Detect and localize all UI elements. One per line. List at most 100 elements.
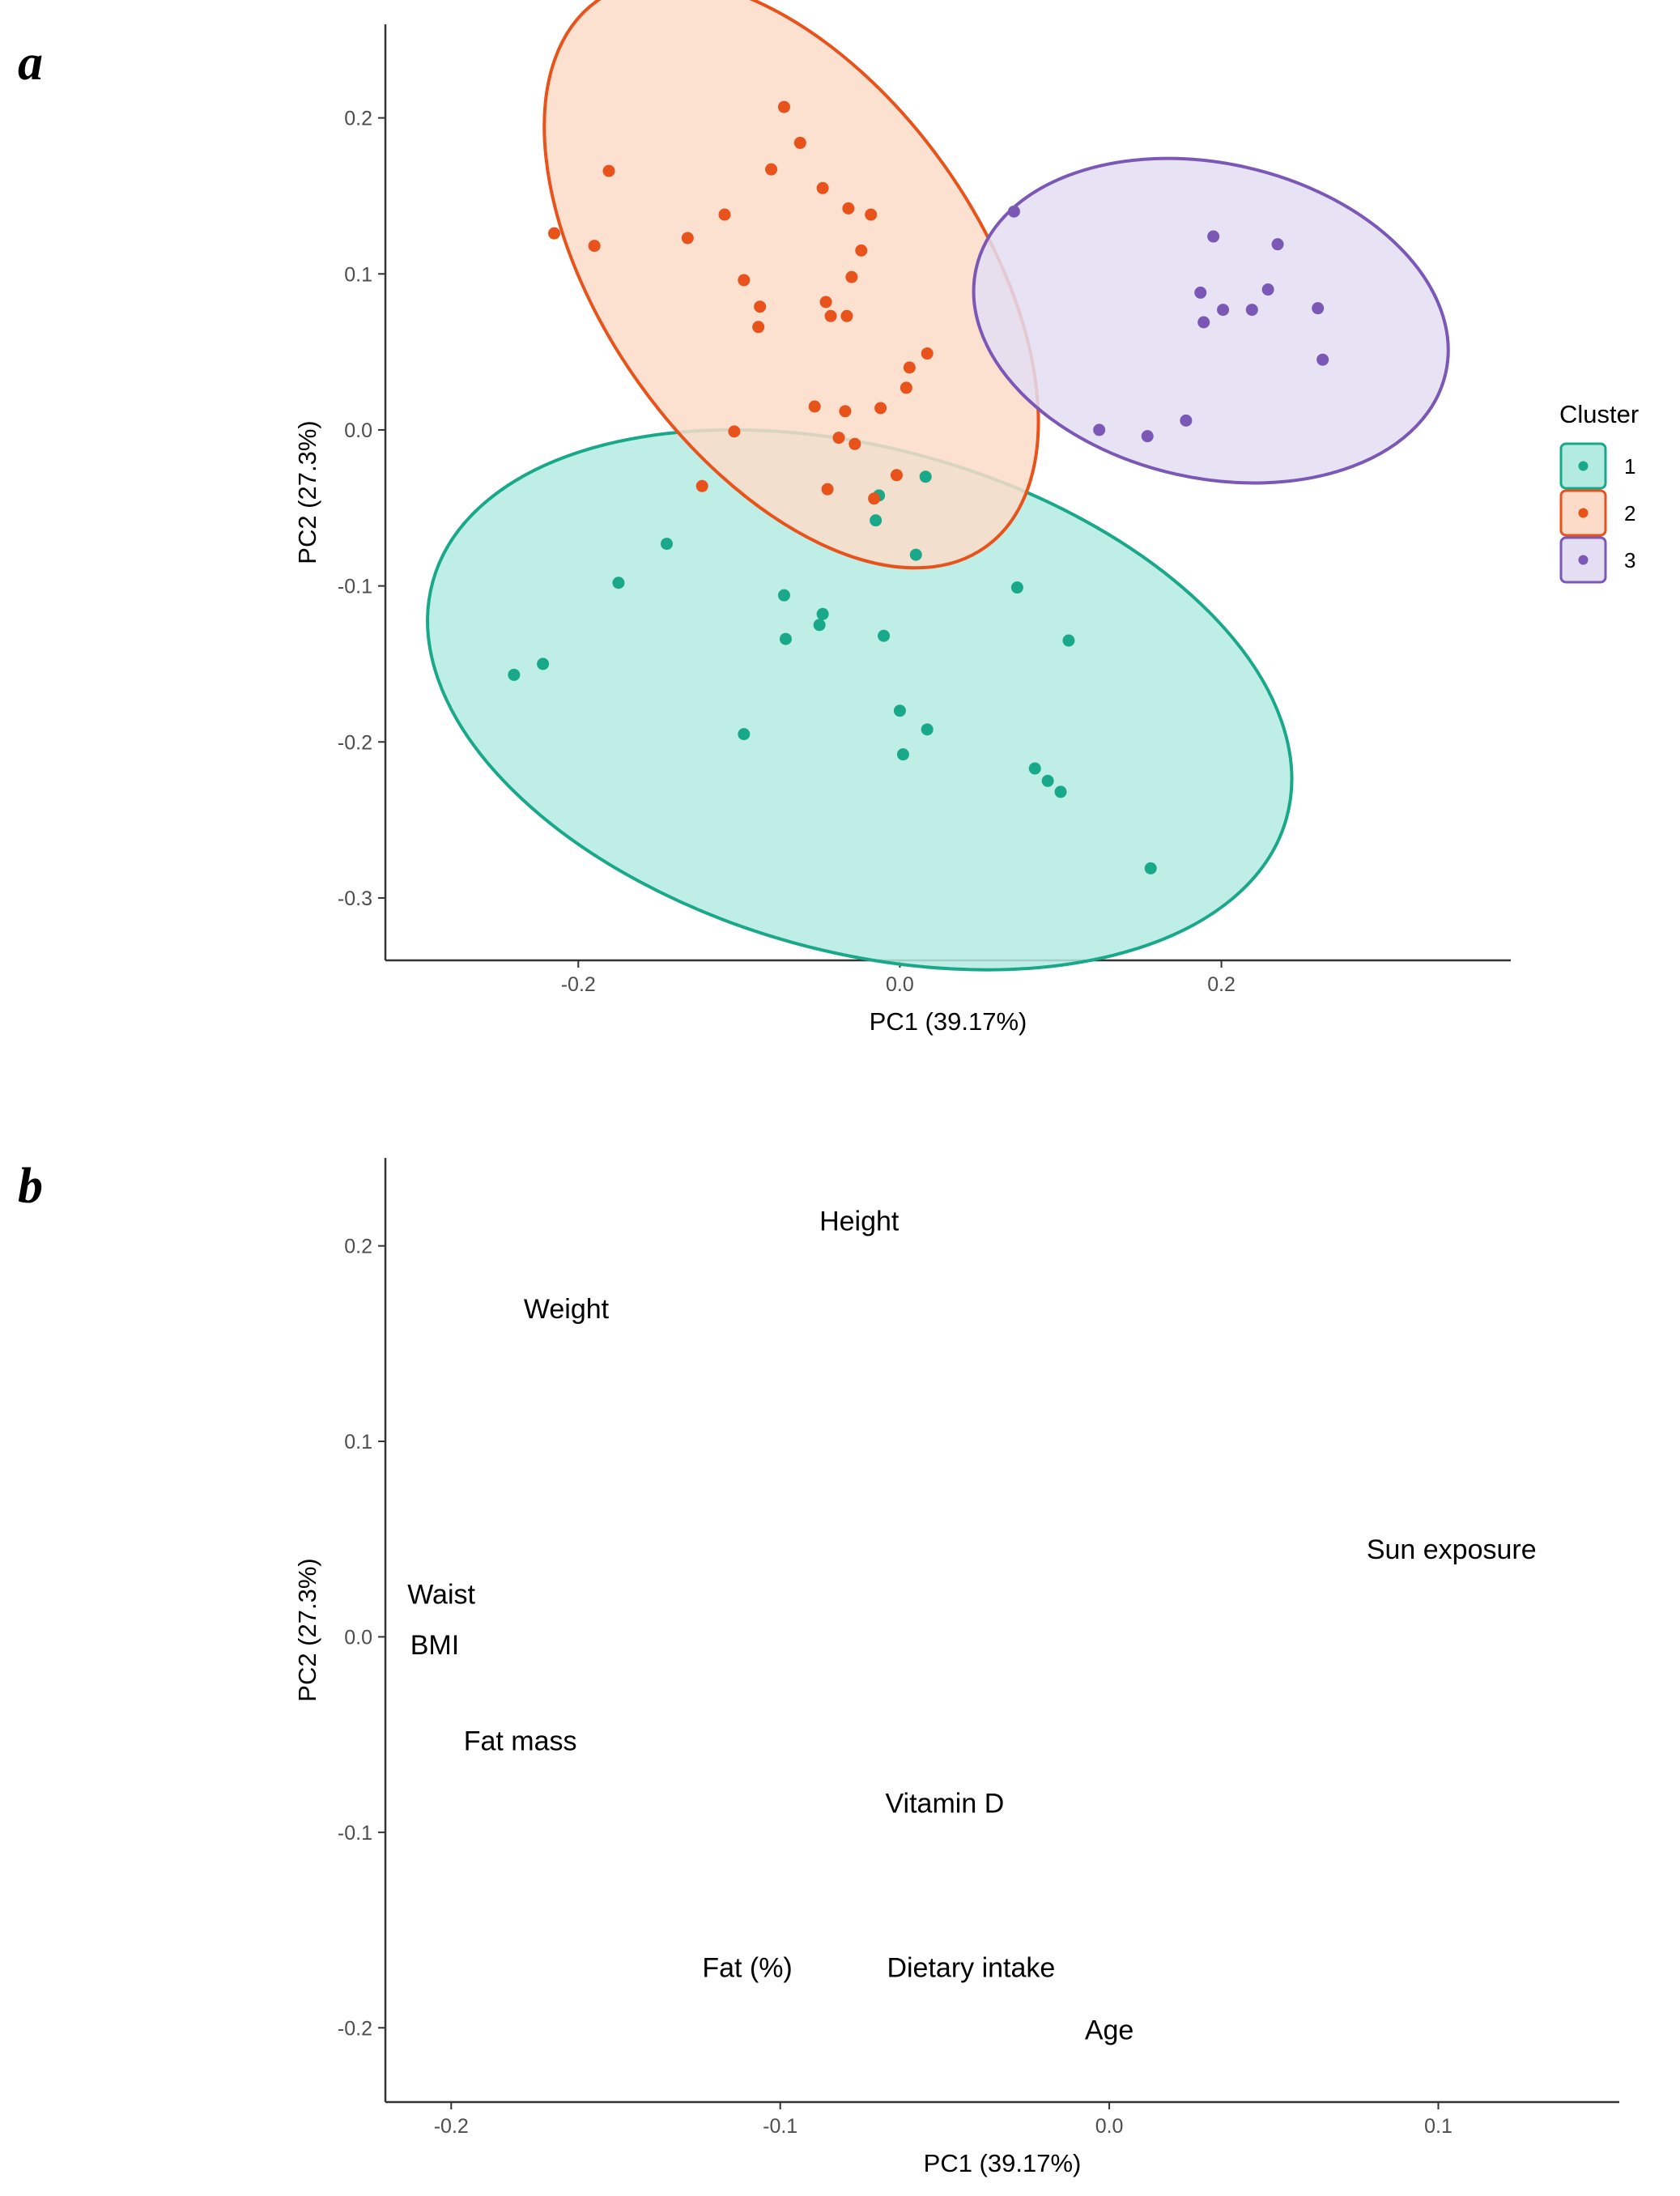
- variable-label: Fat mass: [464, 1726, 577, 1756]
- cluster-scatter-plot: -0.2 0.0 0.2 -0.3 -0.2 -0.1 0.0 0.1 0.2 PC1 (39.1…: [293, 0, 1639, 1036]
- y-tick-label: 0.0: [344, 419, 372, 442]
- panel-a-letter: a: [18, 36, 43, 91]
- y-axis-title: PC2 (27.3%): [293, 1558, 321, 1701]
- legend-dot-2: [1578, 508, 1589, 518]
- cluster-1-point: [1144, 862, 1157, 875]
- x-tick-label: -0.1: [763, 2115, 797, 2138]
- y-tick-label: -0.2: [338, 2017, 372, 2040]
- cluster-3-point: [1141, 430, 1154, 443]
- cluster-2-ellipse: [542, 0, 1040, 570]
- y-tick-label: 0.0: [344, 1626, 372, 1649]
- cluster-3-point: [1007, 205, 1020, 218]
- legend-title: Cluster: [1559, 400, 1639, 428]
- cluster-2-point: [842, 202, 855, 215]
- y-tick-label: -0.2: [338, 731, 372, 754]
- y-axis-title: PC2 (27.3%): [293, 420, 321, 564]
- legend-dot-3: [1578, 555, 1589, 565]
- x-tick-label: 0.2: [1207, 973, 1236, 996]
- variable-label: Height: [819, 1206, 900, 1236]
- cluster-1-point: [919, 470, 932, 483]
- cluster-1-point: [896, 748, 909, 761]
- cluster-2-point: [832, 432, 845, 445]
- cluster-1-point: [870, 514, 883, 527]
- cluster-2-point: [718, 208, 731, 221]
- cluster-2-point: [777, 100, 790, 113]
- cluster-2-point: [868, 492, 881, 505]
- cluster-2-point: [903, 361, 916, 374]
- x-tick-label: -0.2: [561, 973, 596, 996]
- cluster-2-point: [588, 240, 601, 253]
- variable-label: Sun exposure: [1367, 1534, 1537, 1565]
- cluster-3-point: [1271, 238, 1284, 251]
- cluster-2-point: [695, 479, 708, 492]
- cluster-2-point: [548, 227, 560, 240]
- cluster-3-point: [1194, 286, 1207, 299]
- variable-label: Age: [1085, 2015, 1134, 2046]
- cluster-2-point: [816, 181, 829, 194]
- x-axis-title: PC1 (39.17%): [924, 2149, 1082, 2177]
- variable-label: Vitamin D: [885, 1789, 1004, 1819]
- cluster-1-point: [738, 728, 751, 741]
- cluster-2-point: [855, 244, 868, 257]
- cluster-2-point: [765, 163, 778, 176]
- cluster-1-point: [1041, 774, 1054, 787]
- cluster-3-point: [1180, 414, 1193, 427]
- variable-label: Fat (%): [702, 1952, 792, 1983]
- x-tick-label: 0.0: [1095, 2115, 1124, 2138]
- cluster-3-point: [1312, 302, 1325, 315]
- legend-label-1: 1: [1624, 454, 1635, 479]
- legend-dot-1: [1578, 461, 1589, 471]
- cluster-2-point: [839, 405, 852, 418]
- cluster-2-point: [900, 381, 912, 394]
- y-tick-label: -0.1: [338, 576, 372, 598]
- cluster-2-point: [808, 400, 821, 413]
- y-tick-label: 0.1: [344, 263, 372, 286]
- legend-label-2: 2: [1624, 501, 1635, 526]
- variable-label: Waist: [407, 1579, 475, 1610]
- cluster-1-point: [661, 538, 673, 551]
- cluster-1-point: [1028, 762, 1041, 775]
- cluster-2-point: [793, 136, 806, 149]
- cluster-3-point: [1093, 423, 1106, 436]
- cluster-1-point: [1054, 785, 1067, 798]
- cluster-1-point: [878, 629, 891, 642]
- cluster-2-point: [738, 274, 751, 287]
- cluster-3-point: [1197, 316, 1210, 329]
- cluster-1-point: [779, 632, 792, 645]
- cluster-1-point: [813, 619, 826, 632]
- y-tick-label: 0.2: [344, 1236, 372, 1258]
- cluster-2-point: [824, 309, 837, 322]
- variable-loadings-plot: -0.2 -0.1 0.0 0.1 -0.2 -0.1 0.0 0.1 0.2 PC1 (39.1…: [293, 1158, 1619, 2177]
- cluster-1-point: [612, 577, 625, 589]
- variable-label: BMI: [410, 1630, 459, 1661]
- cluster-1-point: [816, 607, 829, 620]
- cluster-1-point: [893, 704, 906, 717]
- cluster-1-point: [508, 668, 521, 681]
- cluster-2-point: [890, 469, 903, 482]
- cluster-2-point: [845, 270, 858, 283]
- cluster-1-point: [537, 658, 550, 670]
- cluster-2-point: [865, 208, 878, 221]
- cluster-2-point: [752, 321, 765, 334]
- cluster-3-point: [1261, 283, 1274, 296]
- cluster-1-point: [1062, 634, 1075, 647]
- cluster-1-point: [909, 548, 922, 561]
- x-tick-label: 0.1: [1424, 2115, 1452, 2138]
- x-axis-title: PC1 (39.17%): [870, 1007, 1027, 1036]
- cluster-1-point: [777, 589, 790, 602]
- cluster-2-point: [819, 296, 832, 309]
- cluster-2-point: [849, 437, 861, 450]
- cluster-2-point: [754, 300, 767, 313]
- cluster-3-ellipse: [972, 156, 1450, 485]
- cluster-3-point: [1245, 304, 1258, 317]
- panel-b-letter: b: [18, 1159, 43, 1214]
- cluster-3-point: [1207, 230, 1220, 243]
- cluster-1-point: [1010, 581, 1023, 594]
- cluster-legend: Cluster 1 2 3: [1559, 400, 1639, 584]
- cluster-2-point: [874, 402, 887, 415]
- variable-label: Dietary intake: [887, 1952, 1055, 1983]
- y-tick-label: -0.3: [338, 887, 372, 910]
- cluster-2-point: [602, 164, 615, 177]
- y-tick-label: -0.1: [338, 1822, 372, 1845]
